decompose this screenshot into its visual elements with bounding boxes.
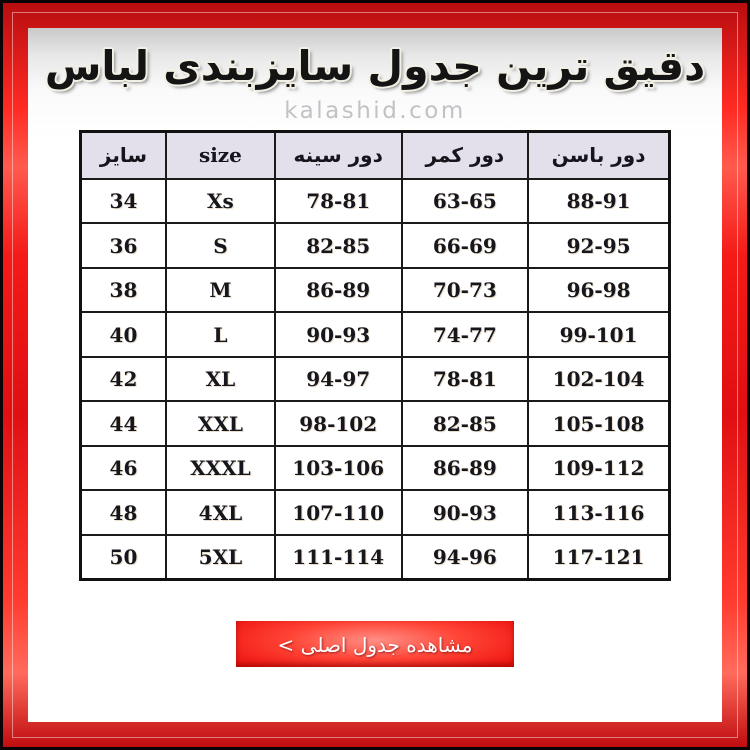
- cell-bust: 82-85: [273, 222, 403, 269]
- table-row: 102-104 78-81 94-97 XL 42: [79, 355, 671, 403]
- cell-waist: 70-73: [400, 266, 530, 314]
- cell-number: 38: [79, 266, 167, 314]
- cell-size: XXXL: [164, 444, 276, 492]
- size-table-container: دور باسن دور کمر دور سینه size: [79, 129, 671, 582]
- cell-waist: 66-69: [400, 222, 530, 269]
- cell-bust: 98-102: [273, 400, 403, 447]
- column-header-size: size: [164, 130, 276, 180]
- cell-hip: 88-91: [527, 177, 671, 225]
- cell-bust: 90-93: [273, 311, 403, 358]
- cell-size: 4XL: [164, 489, 276, 536]
- cell-number: 48: [79, 489, 167, 536]
- table-row: 88-91 63-65 78-81 Xs 34: [79, 177, 671, 225]
- cell-hip: 105-108: [527, 400, 671, 447]
- cell-number: 40: [79, 311, 167, 358]
- column-header-bust: دور سینه: [273, 130, 403, 180]
- red-decorative-frame: دقیق ترین جدول سایزبندی لباس kalashid.co…: [3, 3, 747, 747]
- cell-number: 50: [79, 533, 167, 581]
- table-row: 113-116 90-93 107-110 4XL 48: [79, 489, 671, 536]
- poster-canvas: دقیق ترین جدول سایزبندی لباس kalashid.co…: [28, 28, 722, 722]
- cell-number: 34: [79, 177, 167, 225]
- cell-number: 42: [79, 355, 167, 403]
- column-header-size-label: size: [198, 143, 242, 168]
- table-body: 88-91 63-65 78-81 Xs 34 92-95 66-69 82-85 S 36 96-…: [79, 177, 671, 581]
- cell-hip: 117-121: [527, 533, 671, 581]
- column-header-number-label: سایز: [99, 143, 148, 168]
- table-row: 92-95 66-69 82-85 S 36: [79, 222, 671, 269]
- cell-size: 5XL: [164, 533, 276, 581]
- table-row: 99-101 74-77 90-93 L 40: [79, 311, 671, 358]
- column-header-waist-label: دور کمر: [425, 143, 505, 168]
- table-header-row: دور باسن دور کمر دور سینه size: [79, 130, 671, 180]
- cell-waist: 78-81: [400, 355, 530, 403]
- cell-number: 36: [79, 222, 167, 269]
- cell-size: XXL: [164, 400, 276, 447]
- cell-waist: 90-93: [400, 489, 530, 536]
- table-row: 96-98 70-73 86-89 M 38: [79, 266, 671, 314]
- cell-hip: 109-112: [527, 444, 671, 492]
- column-header-bust-label: دور سینه: [293, 143, 383, 168]
- cell-hip: 96-98: [527, 266, 671, 314]
- cell-size: Xs: [164, 177, 276, 225]
- column-header-number: سایز: [79, 130, 167, 180]
- column-header-hip: دور باسن: [527, 130, 671, 180]
- cell-size: XL: [164, 355, 276, 403]
- table-row: 105-108 82-85 98-102 XXL 44: [79, 400, 671, 447]
- cell-hip: 113-116: [527, 489, 671, 536]
- cell-bust: 107-110: [273, 489, 403, 536]
- cell-size: M: [164, 266, 276, 314]
- cell-waist: 74-77: [400, 311, 530, 358]
- cell-bust: 94-97: [273, 355, 403, 403]
- size-chart-table: دور باسن دور کمر دور سینه size: [79, 129, 671, 582]
- cell-waist: 82-85: [400, 400, 530, 447]
- cell-number: 46: [79, 444, 167, 492]
- view-original-table-button[interactable]: مشاهده جدول اصلی >: [236, 621, 514, 668]
- cell-bust: 111-114: [273, 533, 403, 581]
- cell-hip: 99-101: [527, 311, 671, 358]
- cell-bust: 86-89: [273, 266, 403, 314]
- cta-area: مشاهده جدول اصلی >: [28, 621, 722, 668]
- watermark-area: kalashid.com: [28, 98, 722, 124]
- cell-number: 44: [79, 400, 167, 447]
- cell-size: S: [164, 222, 276, 269]
- table-row: 109-112 86-89 103-106 XXXL 46: [79, 444, 671, 492]
- cell-hip: 92-95: [527, 222, 671, 269]
- column-header-waist: دور کمر: [400, 130, 530, 180]
- table-row: 117-121 94-96 111-114 5XL 50: [79, 533, 671, 581]
- title-area: دقیق ترین جدول سایزبندی لباس: [28, 28, 722, 90]
- cell-hip: 102-104: [527, 355, 671, 403]
- table-header: دور باسن دور کمر دور سینه size: [79, 130, 671, 180]
- cell-bust: 103-106: [273, 444, 403, 492]
- cell-size: L: [164, 311, 276, 358]
- cell-waist: 86-89: [400, 444, 530, 492]
- column-header-hip-label: دور باسن: [551, 143, 646, 168]
- site-watermark: kalashid.com: [284, 97, 466, 124]
- page-title: دقیق ترین جدول سایزبندی لباس: [44, 42, 706, 90]
- cell-waist: 94-96: [400, 533, 530, 581]
- cell-bust: 78-81: [273, 177, 403, 225]
- cell-waist: 63-65: [400, 177, 530, 225]
